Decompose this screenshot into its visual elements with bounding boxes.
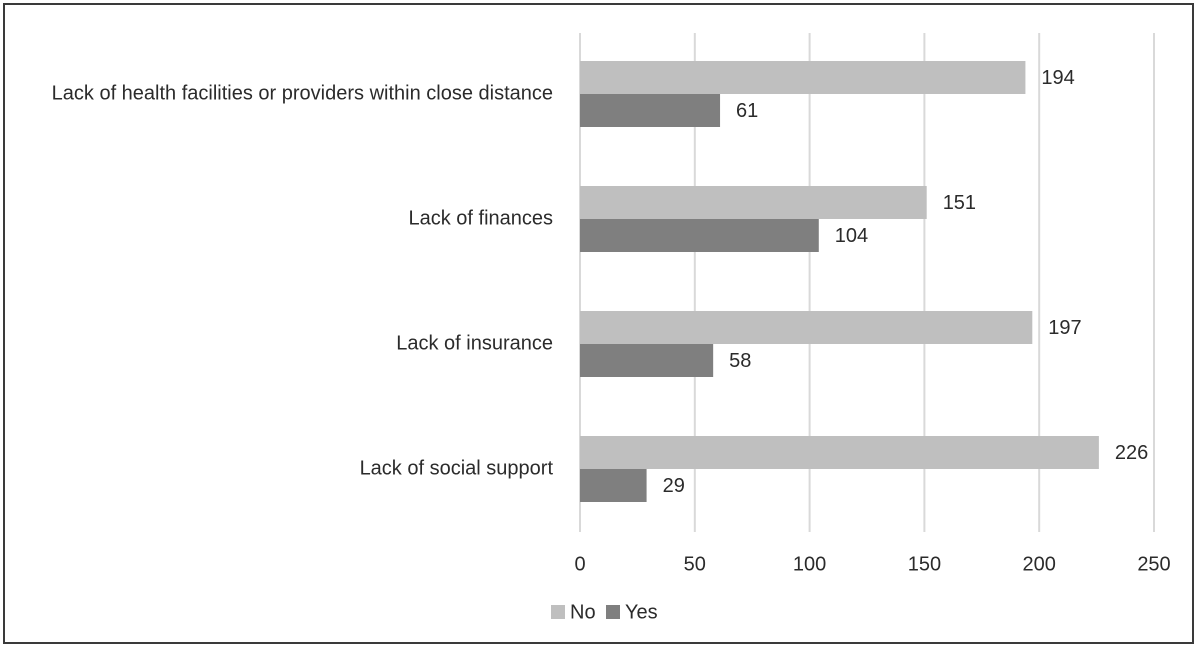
x-tick-label: 200 — [1023, 553, 1056, 575]
category-label: Lack of social support — [360, 457, 554, 479]
x-tick-label: 250 — [1137, 553, 1170, 575]
chart-frame: Lack of health facilities or providers w… — [3, 3, 1194, 644]
legend-swatch-no — [551, 605, 565, 619]
legend: No Yes — [551, 601, 658, 623]
bar-no-3 — [580, 436, 1099, 469]
data-label-yes: 29 — [663, 475, 685, 497]
legend-label-no: No — [570, 601, 596, 623]
x-tick-label: 100 — [793, 553, 826, 575]
bar-no-0 — [580, 61, 1026, 94]
data-label-no: 226 — [1115, 442, 1148, 464]
data-label-yes: 58 — [729, 350, 751, 372]
data-labels: 194 61 151 104 197 58 226 29 — [663, 67, 1149, 497]
x-tick-label: 150 — [908, 553, 941, 575]
data-label-no: 194 — [1041, 67, 1074, 89]
bar-yes-2 — [580, 344, 714, 377]
legend-label-yes: Yes — [625, 601, 658, 623]
category-label: Lack of insurance — [396, 332, 553, 354]
bar-no-2 — [580, 311, 1033, 344]
data-label-yes: 104 — [835, 225, 868, 247]
category-label: Lack of health facilities or providers w… — [52, 82, 553, 104]
data-label-no: 151 — [943, 192, 976, 214]
bar-yes-1 — [580, 219, 819, 252]
x-tick-label: 50 — [684, 553, 706, 575]
bar-no-1 — [580, 186, 927, 219]
bar-chart: Lack of health facilities or providers w… — [52, 33, 1171, 623]
bar-yes-3 — [580, 469, 647, 502]
category-label: Lack of finances — [408, 207, 553, 229]
bar-yes-0 — [580, 94, 721, 127]
x-axis-tick-labels: 0 50 100 150 200 250 — [574, 553, 1170, 575]
bars — [580, 61, 1099, 502]
x-tick-label: 0 — [574, 553, 585, 575]
category-labels: Lack of health facilities or providers w… — [52, 82, 554, 479]
legend-swatch-yes — [606, 605, 620, 619]
data-label-yes: 61 — [736, 100, 758, 122]
data-label-no: 197 — [1048, 317, 1081, 339]
